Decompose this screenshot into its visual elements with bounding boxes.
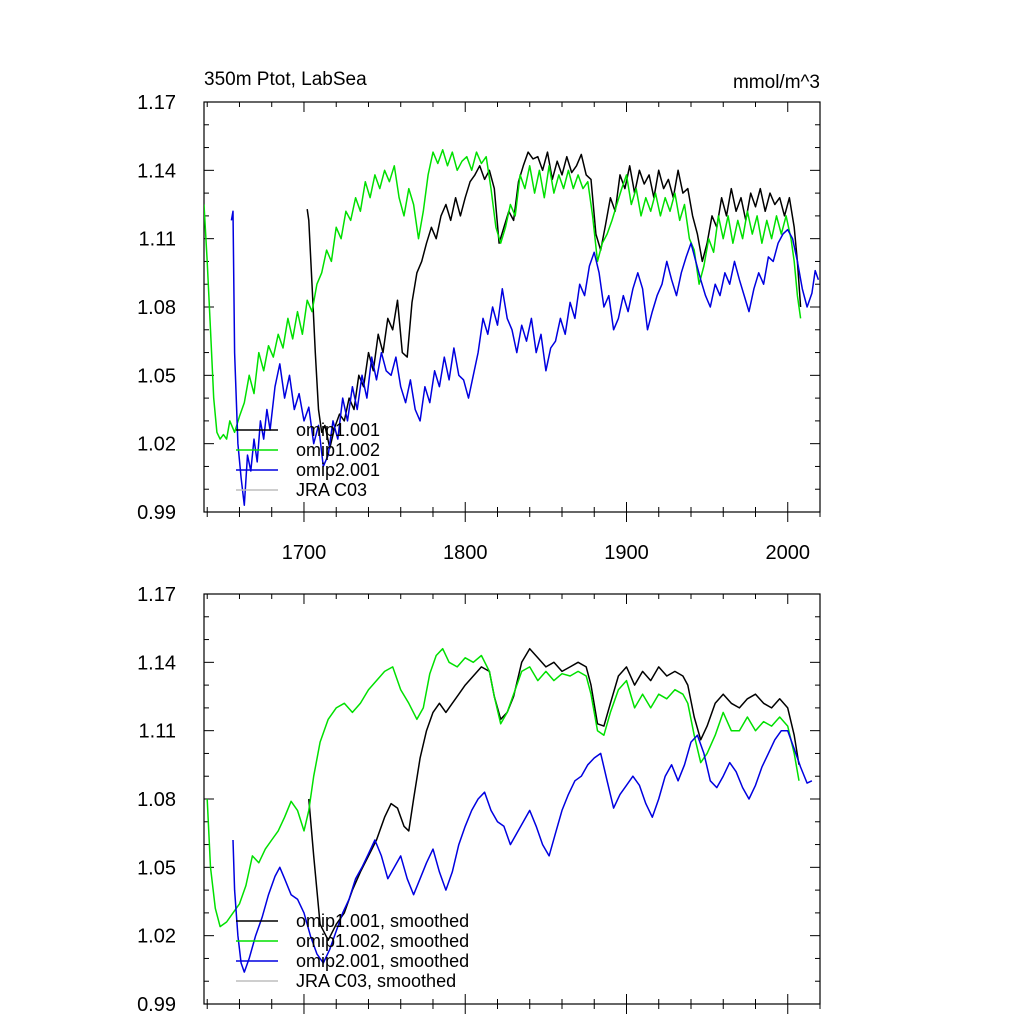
y-tick-label: 1.11 [139, 721, 176, 743]
bottom-panel: 0.99 1.02 1.05 1.08 1.11 1.14 1.17 omip1.001, s… [137, 584, 821, 1016]
y-tick-label: 1.05 [137, 365, 176, 387]
x-tick-label: 1900 [604, 542, 649, 564]
y-tick-label: 1.14 [137, 652, 176, 674]
legend-label: omip1.001, smoothed [296, 911, 469, 931]
y-tick-label: 1.05 [137, 857, 176, 879]
y-tick-label: 1.11 [139, 229, 176, 251]
series-line-1 [204, 149, 802, 440]
y-tick-label: 1.14 [137, 160, 176, 182]
y-tick-label: 1.08 [137, 789, 176, 811]
y-tick-label: 0.99 [137, 502, 176, 524]
y-tick-label: 0.99 [137, 994, 176, 1016]
legend-label: omip2.001, smoothed [296, 951, 469, 971]
top-panel: 0.99 1.02 1.05 1.08 1.11 1.14 1.17 1700 1800 1900… [137, 92, 821, 564]
legend-label: omip1.002 [296, 440, 380, 460]
x-tick-label: 1800 [443, 542, 488, 564]
series-line-0 [306, 151, 802, 449]
y-tick-label: 1.02 [137, 926, 176, 948]
x-tick-label: 2000 [765, 542, 810, 564]
series-line-2 [232, 729, 813, 973]
y-tick-label: 1.02 [137, 434, 176, 456]
unit-label: mmol/m^3 [733, 72, 820, 93]
y-tick-label: 1.17 [137, 584, 176, 606]
chart-title: 350m Ptot, LabSea [204, 69, 367, 90]
y-tick-label: 1.08 [137, 297, 176, 319]
legend-label: JRA C03, smoothed [296, 971, 456, 991]
x-tick-label: 1700 [282, 542, 327, 564]
legend-label: omip1.002, smoothed [296, 931, 469, 951]
legend-label: omip2.001 [296, 460, 380, 480]
series-line-0 [308, 647, 800, 941]
series-line-1 [206, 647, 800, 928]
series-line-2 [230, 210, 820, 506]
y-tick-label: 1.17 [137, 92, 176, 114]
legend-label: JRA C03 [296, 480, 367, 500]
legend-label: omip1.001 [296, 420, 380, 440]
